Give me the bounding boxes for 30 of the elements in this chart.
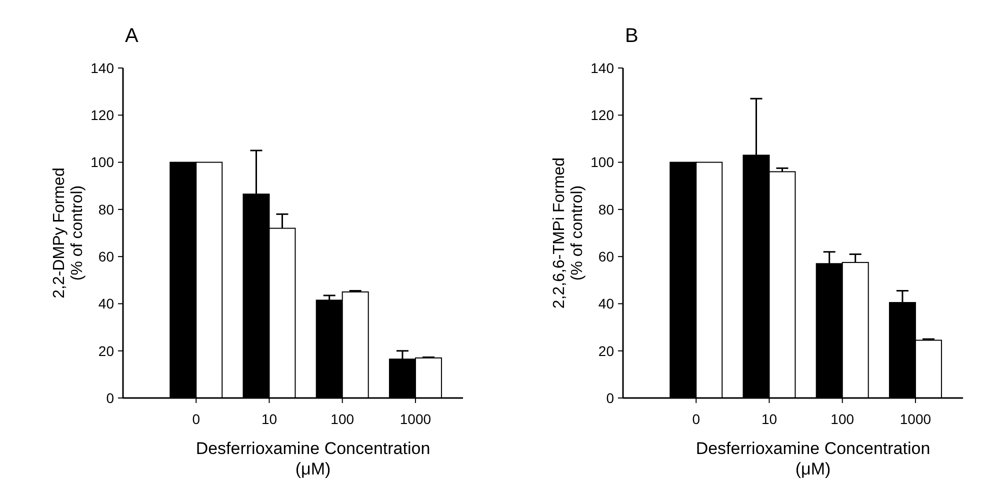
chart-title: B bbox=[625, 25, 638, 47]
y-axis-title: 2,2-DMPy Formed (% of control) bbox=[51, 168, 86, 298]
y-tick-label: 120 bbox=[590, 107, 614, 124]
y-tick-label: 20 bbox=[98, 342, 114, 359]
y-tick-label: 0 bbox=[106, 390, 114, 406]
y-tick-label: 140 bbox=[590, 60, 614, 76]
y-tick-label: 40 bbox=[98, 296, 114, 312]
y-tick-label: 60 bbox=[598, 248, 614, 264]
y-tick-label: 40 bbox=[598, 296, 614, 312]
x-axis-title: Desferrioxamine Concentration (μM) bbox=[696, 439, 930, 478]
y-axis-title: 2,2,6,6-TMPi Formed (% of control) bbox=[551, 157, 586, 309]
x-tick-label: 1000 bbox=[900, 411, 932, 427]
x-tick-label: 10 bbox=[761, 411, 778, 427]
y-tick-label: 80 bbox=[98, 201, 114, 218]
x-tick-label: 0 bbox=[692, 411, 700, 427]
x-tick-label: 100 bbox=[330, 411, 354, 427]
x-tick-label: 100 bbox=[830, 411, 854, 427]
y-tick-label: 100 bbox=[90, 154, 114, 170]
chart-title: A bbox=[125, 25, 139, 47]
x-tick-label: 1000 bbox=[400, 411, 432, 427]
x-tick-label: 10 bbox=[261, 411, 278, 427]
y-tick-label: 80 bbox=[598, 201, 614, 218]
x-axis-title: Desferrioxamine Concentration (μM) bbox=[196, 439, 430, 478]
y-tick-label: 100 bbox=[590, 154, 614, 170]
x-tick-label: 0 bbox=[192, 411, 200, 427]
y-tick-label: 140 bbox=[90, 60, 114, 76]
y-tick-label: 120 bbox=[90, 107, 114, 124]
y-tick-label: 0 bbox=[606, 390, 614, 406]
y-tick-label: 20 bbox=[598, 342, 614, 359]
y-tick-label: 60 bbox=[98, 248, 114, 264]
